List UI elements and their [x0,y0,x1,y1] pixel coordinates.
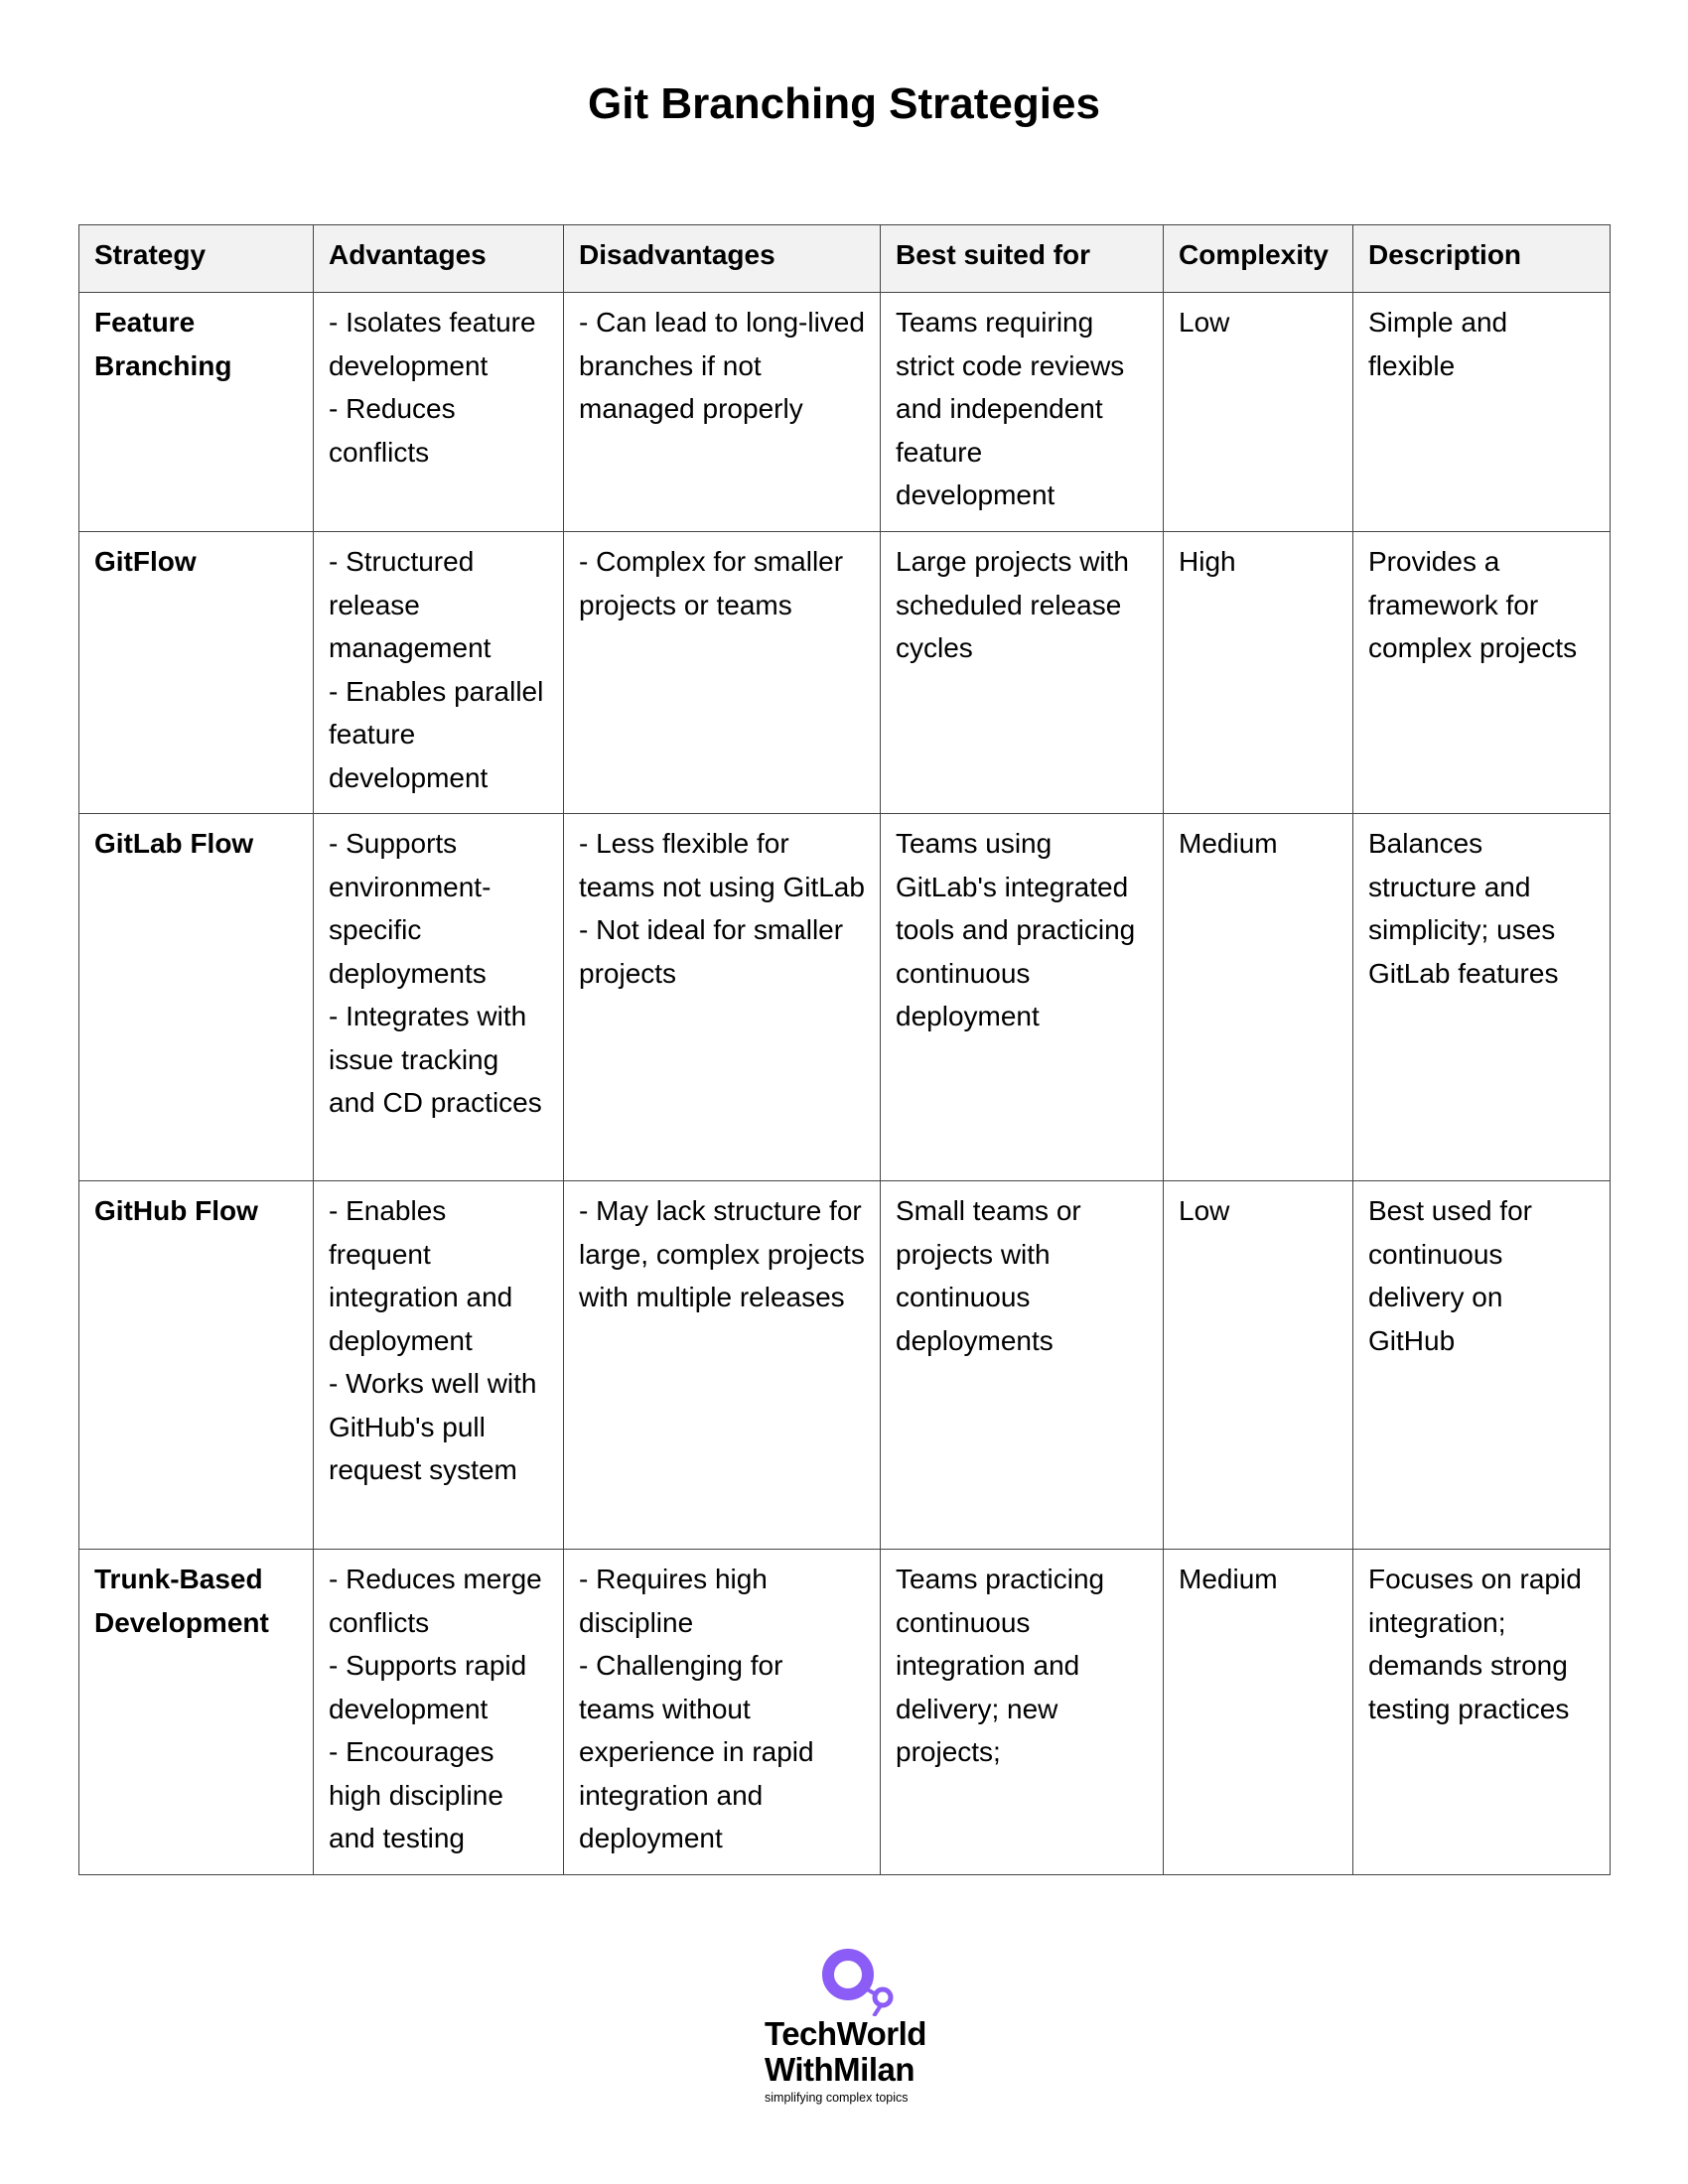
bullet-item: - Enables parallel feature development [329,675,544,793]
logo-tagline: simplifying complex topics [765,2091,909,2105]
cell-disadvantages: - Complex for smaller projects or teams [563,531,881,814]
bullet-item: - Supports rapid development [329,1650,527,1724]
cell-complexity: Medium [1163,813,1353,1181]
cell-strategy: Feature Branching [78,292,314,532]
bullet-item: - Complex for smaller projects or teams [579,546,844,620]
table-row: Trunk-Based Development - Reduces merge c… [78,1549,1611,1875]
cell-complexity: Low [1163,292,1353,532]
bullet-item: - Encourages high discipline and testing [329,1736,503,1853]
cell-description: Provides a framework for complex project… [1352,531,1611,814]
cell-description: Best used for continuous delivery on Git… [1352,1180,1611,1550]
cell-complexity: Low [1163,1180,1353,1550]
header-description: Description [1352,224,1611,293]
bullet-item: - Reduces conflicts [329,393,456,468]
logo-line2: WithMilan [765,2051,915,2088]
page-title: Git Branching Strategies [588,79,1100,128]
header-strategy: Strategy [78,224,314,293]
header-complexity: Complexity [1163,224,1353,293]
cell-best-suited-for: Teams requiring strict code reviews and … [880,292,1164,532]
cell-strategy: GitFlow [78,531,314,814]
cell-advantages: - Reduces merge conflicts - Supports rapi… [313,1549,564,1875]
logo-line1: TechWorld [765,2015,926,2052]
bullet-item: - Can lead to long-lived branches if not… [579,307,865,424]
cell-disadvantages: - Requires high discipline - Challenging … [563,1549,881,1875]
cell-advantages: - Isolates feature development - Reduces … [313,292,564,532]
bullet-item: - May lack structure for large, complex … [579,1195,865,1312]
cell-advantages: - Supports environment-specific deployme… [313,813,564,1181]
techworld-logo: TechWorld WithMilan simplifying complex … [755,1941,943,2115]
cell-best-suited-for: Large projects with scheduled release cy… [880,531,1164,814]
table-header-row: Strategy Advantages Disadvantages Best s… [78,224,1611,293]
bullet-item: - Not ideal for smaller projects [579,914,844,989]
header-advantages: Advantages [313,224,564,293]
bullet-item: - Requires high discipline [579,1564,768,1638]
logo-rings-icon [822,1949,894,2016]
table-row: Feature Branching - Isolates feature deve… [78,292,1611,532]
cell-strategy: Trunk-Based Development [78,1549,314,1875]
bullet-item: - Supports environment-specific deployme… [329,828,492,989]
cell-description: Focuses on rapid integration; demands st… [1352,1549,1611,1875]
bullet-item: - Isolates feature development [329,307,536,381]
strategies-table: Strategy Advantages Disadvantages Best s… [78,224,1611,1875]
cell-strategy: GitLab Flow [78,813,314,1181]
bullet-item: - Reduces merge conflicts [329,1564,542,1638]
cell-best-suited-for: Teams using GitLab's integrated tools an… [880,813,1164,1181]
cell-disadvantages: - Less flexible for teams not using GitL… [563,813,881,1181]
cell-description: Simple and flexible [1352,292,1611,532]
cell-disadvantages: - Can lead to long-lived branches if not… [563,292,881,532]
cell-description: Balances structure and simplicity; uses … [1352,813,1611,1181]
bullet-item: - Enables frequent integration and deplo… [329,1195,513,1356]
table-row: GitLab Flow - Supports environment-specif… [78,813,1611,1181]
bullet-item: - Works well with GitHub's pull request … [329,1368,537,1485]
cell-advantages: - Enables frequent integration and deplo… [313,1180,564,1550]
bullet-item: - Less flexible for teams not using GitL… [579,828,865,902]
cell-best-suited-for: Small teams or projects with continuous … [880,1180,1164,1550]
cell-complexity: High [1163,531,1353,814]
cell-strategy: GitHub Flow [78,1180,314,1550]
table-row: GitFlow - Structured release management - … [78,531,1611,814]
header-best-suited-for: Best suited for [880,224,1164,293]
header-disadvantages: Disadvantages [563,224,881,293]
bullet-item: - Challenging for teams without experien… [579,1650,814,1853]
cell-complexity: Medium [1163,1549,1353,1875]
cell-best-suited-for: Teams practicing continuous integration … [880,1549,1164,1875]
cell-advantages: - Structured release management - Enables… [313,531,564,814]
bullet-item: - Structured release management [329,546,492,663]
bullet-item: - Integrates with issue tracking and CD … [329,1001,542,1118]
table-row: GitHub Flow - Enables frequent integratio… [78,1180,1611,1550]
cell-disadvantages: - May lack structure for large, complex … [563,1180,881,1550]
